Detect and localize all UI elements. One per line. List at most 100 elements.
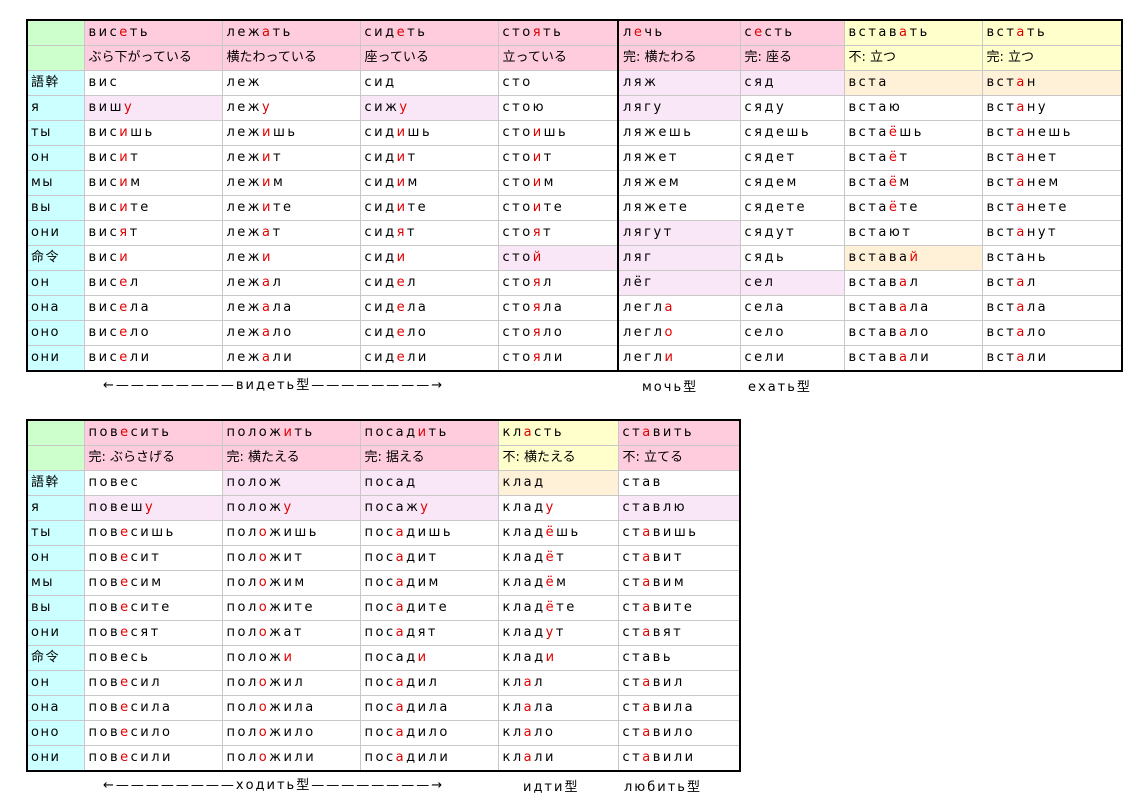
conjugation-cell: повесишь (83, 520, 223, 546)
text-segment: ь (784, 25, 795, 40)
text-segment: сид (364, 150, 397, 165)
text-segment: е (237, 25, 248, 40)
conjugation-cell: повесите (83, 595, 223, 621)
text-segment: т (272, 225, 283, 240)
text-segment: пов (88, 600, 121, 615)
row-label: они (26, 745, 85, 772)
verb-meaning: 立っている (497, 45, 619, 71)
conjugation-cell: ставил (617, 670, 741, 696)
text-segment: пол (226, 625, 259, 640)
row-label: они (26, 345, 85, 372)
text-segment: ла (543, 300, 565, 315)
conjugation-cell: сидел (359, 270, 499, 296)
conjugation-cell: встан (981, 70, 1123, 96)
text-segment: ло (129, 325, 152, 340)
conjugation-cell: легло (617, 320, 741, 346)
highlight-segment: а (1016, 325, 1027, 340)
conjugation-cell: посадили (359, 745, 499, 772)
text-segment: шь (272, 125, 298, 140)
conjugation-cell: встала (981, 295, 1123, 321)
highlight-segment: а (1016, 25, 1027, 40)
text-segment: леж (226, 275, 263, 290)
highlight-segment: и (396, 250, 408, 265)
highlight-segment: а (395, 600, 407, 615)
conjugation-cell: положит (221, 545, 361, 571)
text-segment: л (534, 675, 545, 690)
note-ekhat-type: ехать型 (748, 380, 812, 395)
text-segment: л (909, 275, 921, 290)
text-segment: шь (556, 525, 581, 540)
conjugation-cell: стоят (497, 220, 619, 246)
text-segment: встань (986, 250, 1049, 265)
text-segment: ь (282, 25, 293, 40)
text-segment: пол (226, 600, 259, 615)
conjugation-cell: встало (981, 320, 1123, 346)
text-segment: вст (986, 125, 1017, 140)
highlight-segment: и (396, 125, 408, 140)
row-label: оно (26, 320, 85, 346)
text-segment: пос (364, 575, 396, 590)
text-segment: жило (269, 725, 316, 740)
text-segment: ть (294, 425, 315, 440)
text-segment: те (556, 600, 577, 615)
conjugation-cell: лежи (221, 245, 361, 271)
highlight-segment: а (899, 25, 910, 40)
highlight-segment: я (532, 325, 544, 340)
text-segment: вишь (652, 525, 699, 540)
text-segment: ст (622, 425, 643, 440)
conjugation-cell: сядете (739, 195, 845, 221)
text-segment: шь (130, 125, 155, 140)
text-segment: сели (744, 350, 787, 365)
table-row: она повесила положила посадила клала ставила (26, 695, 741, 721)
text-segment: ставь (622, 650, 674, 665)
text-segment: сили (130, 750, 173, 765)
conjugation-cell: лёг (617, 270, 741, 296)
text-segment: сядете (744, 200, 808, 215)
table-row: они висят лежат сидят стоят лягут сядут встают в… (26, 220, 1123, 246)
text-segment: т (407, 25, 418, 40)
highlight-segment: й (532, 250, 544, 265)
text-segment: стою (502, 100, 547, 115)
highlight-segment: е (396, 25, 408, 40)
text-segment: дило (406, 725, 450, 740)
text-segment: село (744, 325, 786, 340)
text-segment: нете (1026, 200, 1069, 215)
text-segment: ла (407, 300, 429, 315)
conjugation-cell: стой (497, 245, 619, 271)
text-segment: полож (226, 425, 284, 440)
highlight-segment: и (262, 250, 273, 265)
highlight-segment: и (262, 175, 273, 190)
highlight-segment: е (119, 325, 130, 340)
highlight-segment: и (396, 150, 408, 165)
meaning-row: 完: ぶらさげる 完: 横たえる 完: 据える 不: 横たえる 不: 立てる (26, 445, 741, 471)
conjugation-cell: повесят (83, 620, 223, 646)
conjugation-cell: повес (83, 470, 223, 496)
conjugation-cell: висело (83, 320, 223, 346)
conjugation-cell: положили (221, 745, 361, 772)
conjugation-cell: лежу (221, 95, 361, 121)
conjugation-cell: встаю (843, 95, 983, 121)
text-segment: кл (502, 675, 524, 690)
conjugation-cell: кладёте (497, 595, 619, 621)
text-segment: л (129, 275, 141, 290)
conjugation-cell: сидят (359, 220, 499, 246)
highlight-segment: а (523, 725, 535, 740)
text-segment: дите (406, 600, 450, 615)
verb-meaning: 不: 横たえる (497, 445, 619, 471)
text-segment: пос (364, 750, 396, 765)
table-row: мы повесим положим посадим кладём ставим (26, 570, 741, 596)
table-row: она висела лежала сидела стояла легла села вста… (26, 295, 1123, 321)
text-segment: ст (622, 575, 643, 590)
text-segment: пов (88, 425, 121, 440)
conjugation-cell: висел (83, 270, 223, 296)
text-segment: вис (88, 275, 120, 290)
text-segment: леж (226, 75, 263, 90)
text-segment: нет (1026, 150, 1059, 165)
highlight-segment: е (120, 575, 131, 590)
highlight-segment: о (664, 325, 675, 340)
highlight-segment: а (642, 625, 653, 640)
text-segment: кл (502, 425, 524, 440)
text-segment: т (543, 225, 554, 240)
text-segment: вст (986, 100, 1017, 115)
text-segment: ть (428, 425, 449, 440)
